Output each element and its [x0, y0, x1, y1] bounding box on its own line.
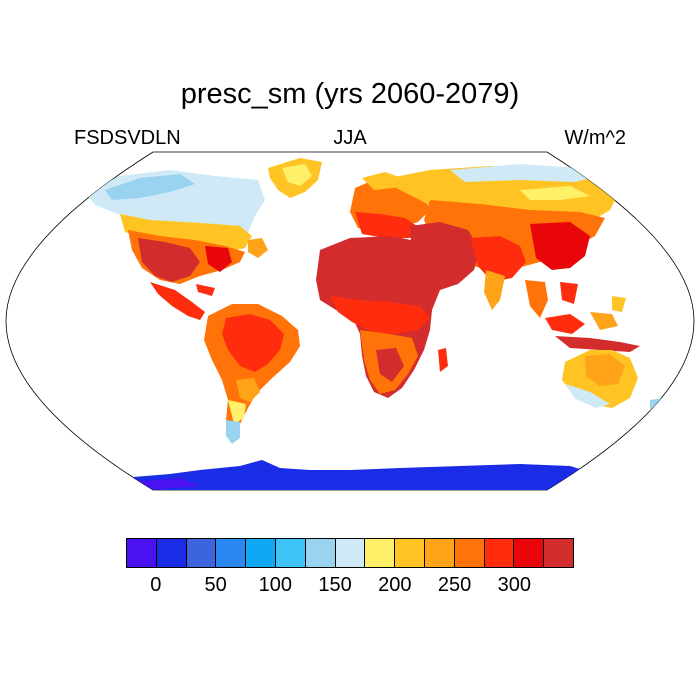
colorbar-tick-label: 250 [437, 574, 472, 596]
africa [316, 236, 450, 398]
units-label: W/m^2 [564, 127, 626, 149]
colorbar-box [246, 539, 276, 567]
colorbar-box [275, 539, 306, 567]
maritime-asia [545, 296, 640, 352]
colorbar-box [216, 539, 247, 567]
greenland [268, 158, 322, 198]
season-label: JJA [333, 127, 367, 149]
colorbar-box [514, 539, 545, 567]
colorbar-box [305, 539, 336, 567]
colorbar-box [454, 539, 485, 567]
colorbar-box [156, 539, 187, 567]
colorbar-box [395, 539, 425, 567]
colorbar-tick-label: 50 [204, 574, 227, 596]
colorbar-box [424, 539, 455, 567]
colorbar-box [127, 539, 157, 567]
colorbar-tick-label: 300 [497, 574, 531, 596]
colorbar-box [365, 539, 396, 567]
colorbar-box [186, 539, 217, 567]
colorbar-tick-label: 150 [318, 574, 352, 596]
colorbar [126, 538, 574, 568]
colorbar-labels: 0 50 100 150 200 250 300 [0, 574, 700, 604]
asia [380, 164, 620, 318]
colorbar-tick-label: 200 [378, 574, 412, 596]
antarctica [110, 460, 600, 490]
north-america [85, 170, 268, 320]
colorbar-box [544, 539, 573, 567]
colorbar-tick-label: 0 [150, 574, 162, 596]
plot-title: presc_sm (yrs 2060-2079) [180, 78, 520, 110]
south-america [204, 304, 300, 444]
colorbar-tick-label: 100 [258, 574, 293, 596]
colorbar-box [484, 539, 515, 567]
colorbar-box [335, 539, 366, 567]
variable-label: FSDSVDLN [74, 127, 181, 149]
